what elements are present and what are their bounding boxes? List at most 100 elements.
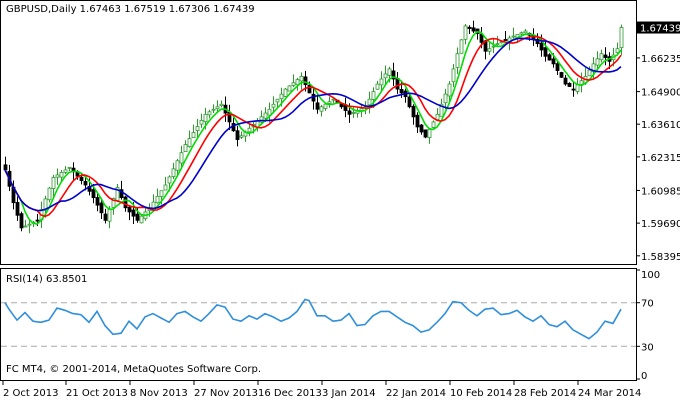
date-axis-tick-label: 10 Feb 2014	[450, 388, 512, 399]
candle-body	[375, 83, 380, 90]
date-axis-tick-label: 16 Dec 2013	[258, 388, 322, 399]
candle-body	[67, 166, 72, 169]
candle-body	[131, 209, 136, 217]
candle-body	[539, 42, 544, 51]
rsi-line-series	[4, 298, 622, 340]
date-x-axis: 2 Oct 2013 21 Oct 2013 8 Nov 2013 27 Nov 20…	[2, 381, 641, 399]
candle-body	[371, 91, 376, 100]
copyright-notice: FC MT4, © 2001-2014, MetaQuotes Software…	[6, 364, 261, 375]
candle-body	[271, 103, 276, 108]
candle-body	[559, 72, 564, 78]
candle-body	[239, 135, 244, 138]
candle-body	[495, 43, 500, 46]
candle-body	[487, 48, 492, 52]
candle-body	[347, 110, 352, 115]
rsi-axis-tick-label: 100	[641, 270, 660, 281]
candle-body	[43, 198, 48, 211]
date-axis-tick-label: 28 Feb 2014	[514, 388, 576, 399]
candle-body	[419, 124, 424, 133]
candle-body	[191, 132, 196, 139]
price-axis-tick-label: 1.58395	[641, 252, 680, 263]
rsi-panel-title: RSI(14) 63.8501	[6, 274, 87, 285]
candle-body	[471, 27, 476, 32]
candle-body	[135, 213, 140, 221]
candle-body	[111, 198, 116, 208]
rsi-axis-tick-label: 70	[641, 299, 654, 310]
date-axis-tick-label: 2 Oct 2013	[3, 388, 58, 399]
date-axis-tick-label: 24 Mar 2014	[578, 388, 641, 399]
candle-body	[295, 79, 300, 86]
candle-body	[91, 189, 96, 199]
rsi-line	[4, 298, 622, 340]
date-axis-tick-label: 21 Oct 2013	[66, 388, 128, 399]
candle-body	[299, 76, 304, 82]
candle-body	[95, 197, 100, 206]
candle-body	[219, 103, 224, 107]
moving-average-line	[4, 37, 622, 212]
candle-body	[59, 171, 64, 178]
candle-body	[195, 126, 200, 131]
candle-body	[615, 48, 620, 54]
candle-body	[391, 70, 396, 80]
candle-body	[387, 68, 392, 76]
candle-body	[27, 223, 32, 226]
candle-body	[551, 58, 556, 65]
last-price-tag: 1.67439	[637, 21, 680, 35]
candle-body	[19, 213, 24, 229]
candle-body	[3, 164, 8, 171]
candle-body	[291, 82, 296, 86]
candle-body	[587, 69, 592, 77]
candle-body	[323, 103, 328, 109]
candle-body	[51, 177, 56, 189]
candle-body	[307, 84, 312, 94]
candle-body	[423, 129, 428, 138]
candle-body	[167, 176, 172, 184]
candle-body	[427, 129, 432, 138]
candle-body	[127, 206, 132, 213]
price-axis-tick-label: 1.66235	[641, 54, 680, 65]
candle-body	[215, 106, 220, 110]
candle-body	[107, 209, 112, 222]
candle-body	[123, 196, 128, 209]
candle-body	[103, 213, 108, 221]
candle-body	[139, 215, 144, 224]
candle-body	[459, 39, 464, 54]
candle-body	[159, 190, 164, 197]
candle-body	[383, 73, 388, 79]
candle-body	[439, 103, 444, 117]
candle-body	[563, 77, 568, 85]
candle-body	[415, 114, 420, 128]
date-axis-tick-label: 22 Jan 2014	[386, 388, 446, 399]
candle-body	[203, 113, 208, 123]
candle-body	[543, 47, 548, 57]
candle-body	[591, 63, 596, 73]
candle-body	[447, 83, 452, 97]
candle-body	[99, 202, 104, 214]
candle-body	[491, 45, 496, 48]
candle-body	[575, 84, 580, 92]
candle-body	[463, 25, 468, 40]
candle-body	[619, 27, 624, 49]
candle-body	[603, 54, 608, 58]
candle-body	[431, 121, 436, 128]
candle-body	[211, 108, 216, 111]
price-axis-tick-label: 1.63610	[641, 120, 680, 131]
price-axis-tick-label: 1.64900	[641, 88, 680, 99]
candle-body	[467, 26, 472, 29]
price-axis-tick-label: 1.60985	[641, 186, 680, 197]
candle-body	[535, 38, 540, 45]
candle-body	[79, 176, 84, 181]
last-price-value: 1.67439	[640, 24, 680, 35]
candle-body	[455, 53, 460, 68]
rsi-axis-tick-label: 0	[641, 371, 647, 382]
candle-body	[567, 82, 572, 87]
candle-body	[379, 78, 384, 86]
candle-body	[175, 160, 180, 171]
candle-body	[259, 116, 264, 123]
candle-body	[199, 119, 204, 125]
candle-body	[407, 96, 412, 108]
candle-body	[155, 195, 160, 204]
candle-body	[171, 168, 176, 178]
candle-body	[327, 101, 332, 104]
